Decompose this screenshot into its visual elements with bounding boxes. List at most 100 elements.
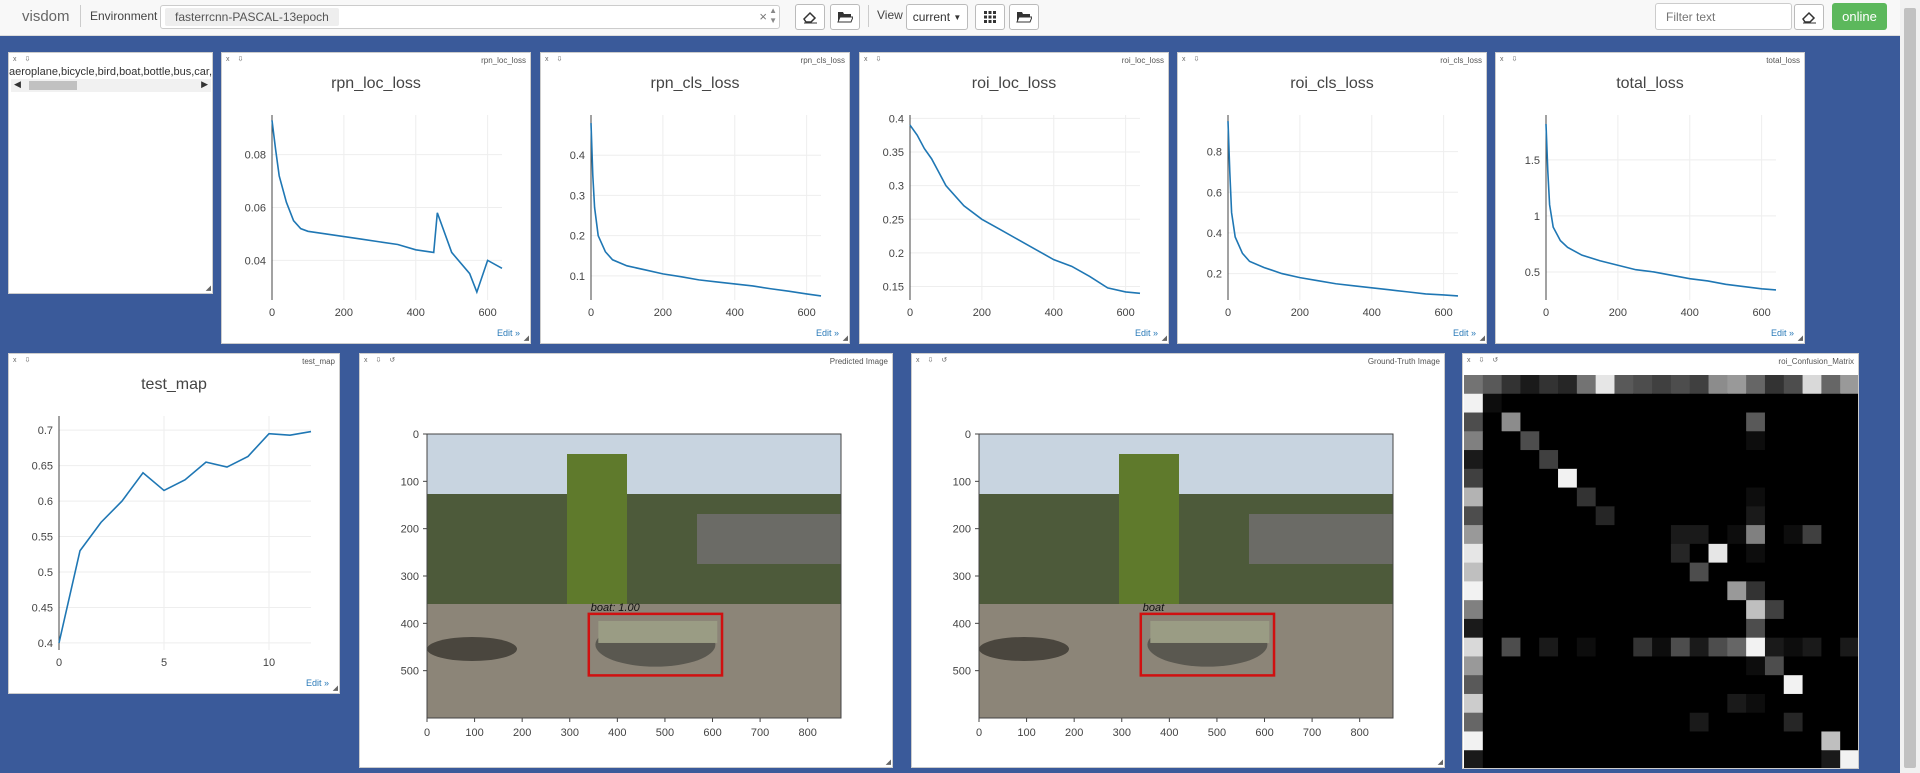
heatmap-cell [1614,450,1634,470]
manage-views-button[interactable] [1009,4,1039,30]
heatmap-cell [1501,487,1521,507]
clear-icon[interactable]: × [759,9,767,24]
resize-handle[interactable]: ◢ [1437,759,1443,766]
resize-handle[interactable]: ◢ [1797,335,1803,342]
y-tick-label: 0.65 [32,461,53,473]
repack-button[interactable] [975,4,1005,30]
heatmap-cell [1821,675,1841,695]
line-chart[interactable]: 0 200 400 600 0.2 0.4 0.6 0.8 [1178,53,1487,344]
pane-controls[interactable]: x ⇩ ↺ [916,357,951,364]
scroll-right-icon[interactable]: ▶ [201,79,208,89]
scroll-left-icon[interactable]: ◀ [14,79,21,89]
environment-label: Environment [90,9,158,23]
online-status-button[interactable]: online [1832,3,1887,30]
pane-test-map[interactable]: x ⇩ test_map test_map 0 5 10 0.4 0.45 0.5 0.55… [8,353,340,694]
y-tick-label: 0.15 [883,282,904,294]
pane-controls[interactable]: x ⇩ ↺ [364,357,399,364]
resize-handle[interactable]: ◢ [885,759,891,766]
heatmap-cell [1633,600,1653,620]
edit-link[interactable]: Edit » [815,328,839,338]
line-chart[interactable]: 0 200 400 600 0.15 0.2 0.25 0.3 0.35 0.4 [860,53,1169,344]
pane-total-loss[interactable]: x ⇩ total_loss total_loss 0 200 400 600 0.5 1… [1495,52,1805,344]
edit-link[interactable]: Edit » [305,678,329,688]
x-tick-label: 300 [561,727,579,739]
brand-logo[interactable]: visdom [22,8,70,25]
heatmap-cell [1727,600,1747,620]
scrollbar-thumb[interactable] [1904,8,1916,768]
edit-link[interactable]: Edit » [1134,328,1158,338]
pane-ground-truth-image[interactable]: x ⇩ ↺ Ground-Truth Image boat 0 100 200 300 4… [911,353,1445,768]
resize-handle[interactable]: ◢ [332,685,338,692]
x-tick-label: 10 [263,657,275,669]
clear-filter-button[interactable] [1794,4,1824,30]
heatmap-cell [1783,393,1804,414]
heatmap-cell [1783,543,1804,564]
pane-roi-loc-loss[interactable]: x ⇩ roi_loc_loss roi_loc_loss 0 200 400 600… [859,52,1169,344]
heatmap-cell [1652,656,1672,676]
x-tick-label: 200 [1065,727,1083,739]
pane-confusion-matrix[interactable]: x ⇩ ↺ roi_Confusion_Matrix [1462,353,1859,769]
pane-rpn-loc-loss[interactable]: x ⇩ rpn_loc_loss rpn_loc_loss 0 200 400 600… [221,52,531,344]
heatmap-cell [1633,375,1653,395]
heatmap-cell [1482,600,1503,620]
pane-controls[interactable]: x ⇩ [13,56,34,63]
line-chart[interactable]: 0 200 400 600 0.1 0.2 0.3 0.4 [541,53,850,344]
pane-rpn-cls-loss[interactable]: x ⇩ rpn_cls_loss rpn_cls_loss 0 200 400 600… [540,52,850,344]
resize-handle[interactable]: ◢ [1161,335,1167,342]
line-chart[interactable]: 0 200 400 600 0.5 1 1.5 [1496,53,1805,344]
heatmap-cell [1746,712,1766,732]
resize-handle[interactable]: ◢ [1479,335,1485,342]
view-select[interactable]: current ▼ [906,4,968,30]
line-chart[interactable]: 0 5 10 0.4 0.45 0.5 0.55 0.6 0.65 0.7 [9,354,340,694]
resize-handle[interactable]: ◢ [523,335,529,342]
heatmap-cell [1539,693,1559,714]
scrollbar-thumb[interactable] [29,81,77,90]
environment-tag[interactable]: fasterrcnn-PASCAL-13epoch [165,8,339,26]
pane-controls[interactable]: x ⇩ [226,56,247,63]
pane-controls[interactable]: x ⇩ [1182,56,1203,63]
edit-link[interactable]: Edit » [1770,328,1794,338]
line-chart[interactable]: 0 200 400 600 0.04 0.06 0.08 [222,53,531,344]
resize-handle[interactable]: ◢ [842,335,848,342]
heatmap-cell [1464,731,1484,751]
horizontal-scrollbar[interactable]: ◀ ▶ [11,79,211,92]
pane-roi-cls-loss[interactable]: x ⇩ roi_cls_loss roi_cls_loss 0 200 400 600… [1177,52,1487,344]
confusion-matrix-heatmap[interactable] [1463,354,1859,769]
heatmap-cell [1727,637,1747,657]
heatmap-cell [1708,618,1728,639]
pane-controls[interactable]: x ⇩ [13,357,34,364]
heatmap-cell [1614,468,1634,489]
pane-controls[interactable]: x ⇩ ↺ [1467,357,1502,364]
image-plot[interactable]: boat: 1.00 0 100 200 300 400 500 600 700 800 0 100 2… [360,354,893,768]
pane-controls[interactable]: x ⇩ [1500,56,1521,63]
heatmap-cell [1482,412,1503,432]
filter-text-input[interactable] [1655,3,1792,30]
manage-environments-button[interactable] [830,4,860,30]
resize-handle[interactable]: ◢ [205,285,211,292]
heatmap-cell [1558,375,1578,395]
heatmap-cell [1727,712,1747,732]
edit-link[interactable]: Edit » [1452,328,1476,338]
y-tick-label: 0.6 [38,496,53,508]
clear-environment-button[interactable] [795,4,825,30]
heatmap-cell [1746,693,1766,714]
heatmap-cell [1746,412,1766,432]
edit-link[interactable]: Edit » [496,328,520,338]
heatmap-cell [1727,543,1747,564]
heatmap-cell [1520,675,1540,695]
heatmap-cell [1764,393,1785,414]
heatmap-cell [1802,675,1822,695]
pane-predicted-image[interactable]: x ⇩ ↺ Predicted Image boat: 1.00 0 100 200 3… [359,353,893,768]
heatmap-cell [1652,712,1672,732]
pane-text[interactable]: x ⇩ aeroplane,bicycle,bird,boat,bottle,b… [8,52,213,294]
heatmap-cell [1576,450,1597,470]
heatmap-cell [1670,600,1691,620]
image-plot[interactable]: boat 0 100 200 300 400 500 600 700 800 0 100 200 300 4… [912,354,1445,768]
pane-controls[interactable]: x ⇩ [864,56,885,63]
stepper-icon[interactable]: ▲ ▼ [769,6,777,25]
environment-select[interactable]: fasterrcnn-PASCAL-13epoch × ▲ ▼ [160,5,780,29]
heatmap-cell [1482,487,1503,507]
pane-controls[interactable]: x ⇩ [545,56,566,63]
heatmap-cell [1670,562,1691,582]
vertical-scrollbar[interactable] [1900,0,1920,773]
